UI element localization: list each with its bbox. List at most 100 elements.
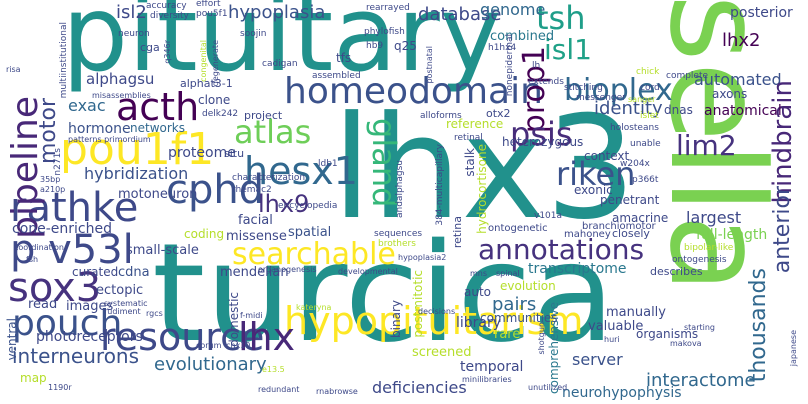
word-transcriptome: transcriptome <box>528 261 627 277</box>
word-cga: cga <box>140 41 160 54</box>
word-characterization: characterization <box>232 173 306 183</box>
word-networks: networks <box>130 121 185 135</box>
word-homeodomain: homeodomain <box>284 71 543 112</box>
word-dnas: dnas <box>664 103 693 117</box>
word-project: project <box>244 109 283 122</box>
word-starting: starting <box>684 323 716 332</box>
word-annotations: annotations <box>478 233 645 266</box>
word-shotgun: shotgun <box>537 322 546 355</box>
word-messenger: messenger <box>576 93 626 103</box>
word-developmental: developmental <box>338 267 398 276</box>
word-cone-enriched: cone-enriched <box>12 221 113 237</box>
word-sella: sella <box>641 0 793 294</box>
word-corum: corum <box>196 341 222 350</box>
word-searchable: searchable <box>232 237 396 272</box>
word-andalphagsu: andalphagsu <box>395 160 405 218</box>
word-pou1f1: pou1f1 <box>60 124 215 175</box>
word-anterior: anterior <box>770 186 795 274</box>
word-assembled: assembled <box>312 71 361 81</box>
word-read: read <box>28 297 58 312</box>
word-describes: describes <box>650 265 703 278</box>
word-f-midi: f-midi <box>240 311 263 320</box>
word-images: images <box>66 299 114 314</box>
word-spinal: spinal <box>496 269 520 278</box>
word-pairs: pairs <box>492 294 537 315</box>
word-brothers: brothers <box>378 239 416 249</box>
word-ontogenetic: ontogenetic <box>488 223 548 234</box>
word-evolutionary: evolutionary <box>154 354 267 375</box>
word-multiinstitutional: multiinstitutional <box>59 22 69 99</box>
word-deficiencies: deficiencies <box>372 378 467 397</box>
word-automated: automated <box>694 70 782 89</box>
word-isl2: isl2 <box>116 2 147 23</box>
word-situ: situ <box>224 147 245 160</box>
word-amacrine: amacrine <box>612 211 669 225</box>
word-accuracy: accuracy <box>146 1 187 11</box>
word-retinal: retinal <box>454 133 483 143</box>
word-riken: riken <box>556 155 636 193</box>
word-lhx3: lhx3 <box>332 86 636 251</box>
word-huri: huri <box>604 335 620 344</box>
word-ldb1: ldb1 <box>318 159 338 169</box>
word-screened: screened <box>412 345 472 360</box>
word-unutilized: unutilized <box>528 383 568 392</box>
word-hb9: hb9 <box>366 41 384 51</box>
word-unable: unable <box>630 139 661 149</box>
word-neurohypophysis: neurohypophysis <box>562 385 682 401</box>
word-reference: reference <box>446 117 504 131</box>
word-alphagsu: alphagsu <box>86 70 155 88</box>
word-mendelian: mendelian <box>220 265 289 280</box>
word-lim2: lim2 <box>676 129 737 162</box>
word-gland: gland <box>365 118 403 208</box>
word-rnabrowse: rnabrowse <box>316 387 358 396</box>
word-minilibraries: minilibraries <box>462 375 512 384</box>
word-photoreceptors: photoreceptors <box>36 329 143 345</box>
word-full-length: full-length <box>696 227 768 243</box>
word-pouch: pouch <box>12 303 123 344</box>
word-p366t: p366t <box>632 175 659 185</box>
word-posterior: posterior <box>730 5 793 21</box>
word-combined: combined <box>490 29 555 44</box>
word-mahoney: mahoney <box>564 229 611 240</box>
word-pituitary: pituitary <box>62 0 502 95</box>
word-tsh: tsh <box>536 0 586 37</box>
word-35bp: 35bp <box>40 175 61 184</box>
word-spatial: spatial <box>288 225 332 240</box>
word-manually: manually <box>606 305 666 320</box>
word-map: map <box>20 371 47 385</box>
word-systematic: systematic <box>104 299 148 308</box>
word-w204x: w204x <box>620 159 650 169</box>
word-hypopituitarism: hypopituitarism <box>284 299 584 343</box>
word-encyclopedia: encyclopedia <box>278 201 338 211</box>
word-coding: coding <box>184 227 225 241</box>
word-hindbrain: hindbrain <box>768 80 798 204</box>
word-psis: psis <box>510 115 573 153</box>
word-neuron: neuron <box>118 29 150 39</box>
word-ontogenesis: ontogenesis <box>672 255 727 265</box>
word-rathke: rathke <box>10 185 139 231</box>
word-bipolar-like: bipolar-like <box>684 243 734 253</box>
word-384-multicapillary: 384-multicapillary <box>435 144 445 226</box>
word-heterozygous: heterozygous <box>502 135 584 149</box>
word-context: context <box>584 149 630 163</box>
word-degenerate: degenerate <box>211 40 220 87</box>
word-turcica: turcica <box>152 215 616 373</box>
word-closely: closely <box>612 227 650 240</box>
word-library: library <box>456 315 502 331</box>
word-effort: effort <box>196 0 221 9</box>
word-cphd: cphd <box>166 167 265 213</box>
word-largest: largest <box>686 208 742 227</box>
word-acth: acth <box>116 85 200 129</box>
word-rhemac2: rhemac2 <box>232 185 272 195</box>
word-axons: axons <box>712 87 748 101</box>
word-rare: rare <box>494 327 521 342</box>
word-hybridization: hybridization <box>84 164 189 183</box>
word-penetrant: penetrant <box>600 193 660 207</box>
word-interneurons: interneurons <box>12 344 140 368</box>
word-chx10: chx10 <box>226 341 251 350</box>
word-database: database <box>418 4 502 25</box>
word-tfs: tfs <box>336 51 352 65</box>
word-rearrayed: rearrayed <box>366 3 410 13</box>
word-motoneuron: motoneuron <box>118 187 198 202</box>
